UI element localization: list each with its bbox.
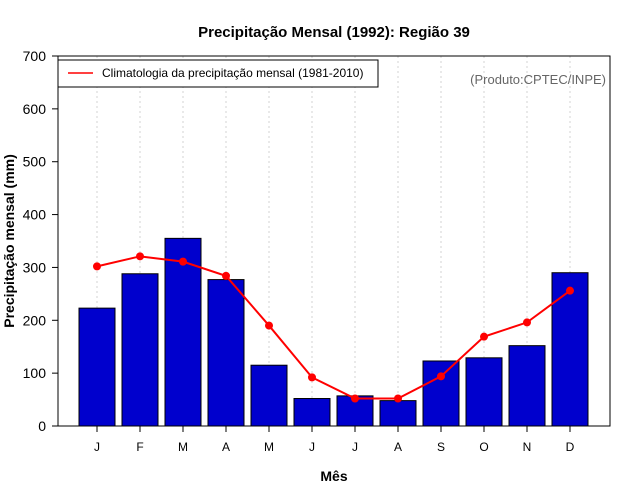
y-tick-label: 400 — [23, 207, 47, 223]
y-tick-label: 0 — [38, 418, 46, 434]
bar — [164, 237, 202, 427]
x-tick-label: M — [178, 440, 188, 454]
climatology-line — [96, 255, 571, 400]
climatology-point — [394, 394, 402, 403]
x-axis-title: Mês — [320, 468, 347, 484]
climatology-series — [93, 252, 574, 403]
x-tick-label: N — [523, 440, 532, 454]
x-tick-label: D — [566, 440, 575, 454]
y-tick-label: 100 — [23, 365, 47, 381]
chart-title: Precipitação Mensal (1992): Região 39 — [198, 24, 470, 41]
y-axis-title: Precipitação mensal (mm) — [1, 154, 17, 328]
bar — [293, 398, 331, 427]
x-tick-label: J — [309, 440, 315, 454]
climatology-point — [480, 332, 488, 341]
grid-lines — [96, 56, 571, 426]
x-tick-label: J — [94, 440, 100, 454]
bar — [465, 357, 503, 427]
climatology-point — [136, 252, 144, 261]
bar — [250, 364, 288, 427]
x-tick-label: M — [264, 440, 274, 454]
bar — [379, 400, 417, 427]
x-tick-label: A — [222, 440, 230, 454]
source-note: (Produto:CPTEC/INPE) — [470, 72, 606, 87]
x-tick-label: S — [437, 440, 445, 454]
y-tick-label: 500 — [23, 154, 47, 170]
climatology-point — [93, 262, 101, 271]
climatology-point — [222, 271, 230, 280]
y-tick-label: 600 — [23, 101, 47, 117]
y-axis: 0 100 200 300 400 500 600 700 — [23, 48, 58, 434]
bar-series — [78, 237, 589, 427]
x-tick-label: J — [352, 440, 358, 454]
climatology-point — [566, 286, 574, 295]
y-tick-label: 200 — [23, 312, 47, 328]
y-tick-label: 700 — [23, 48, 47, 64]
climatology-point — [523, 318, 531, 327]
climatology-point — [308, 373, 316, 382]
y-tick-label: 300 — [23, 259, 47, 275]
x-tick-label: F — [136, 440, 143, 454]
legend-entry-climatology: Climatologia da precipitação mensal (198… — [102, 66, 363, 80]
bar — [207, 279, 245, 427]
x-tick-label: A — [394, 440, 402, 454]
bar — [78, 307, 116, 427]
plot-frame — [57, 55, 611, 427]
bar — [121, 273, 159, 427]
x-tick-label: O — [479, 440, 488, 454]
bar — [551, 272, 589, 427]
climatology-point — [351, 394, 359, 403]
climatology-point — [265, 321, 273, 330]
climatology-point — [437, 372, 445, 381]
legend: Climatologia da precipitação mensal (198… — [57, 59, 379, 88]
climatology-point — [179, 257, 187, 266]
bar — [422, 360, 460, 427]
legend-box — [57, 59, 379, 88]
bar — [508, 345, 546, 427]
